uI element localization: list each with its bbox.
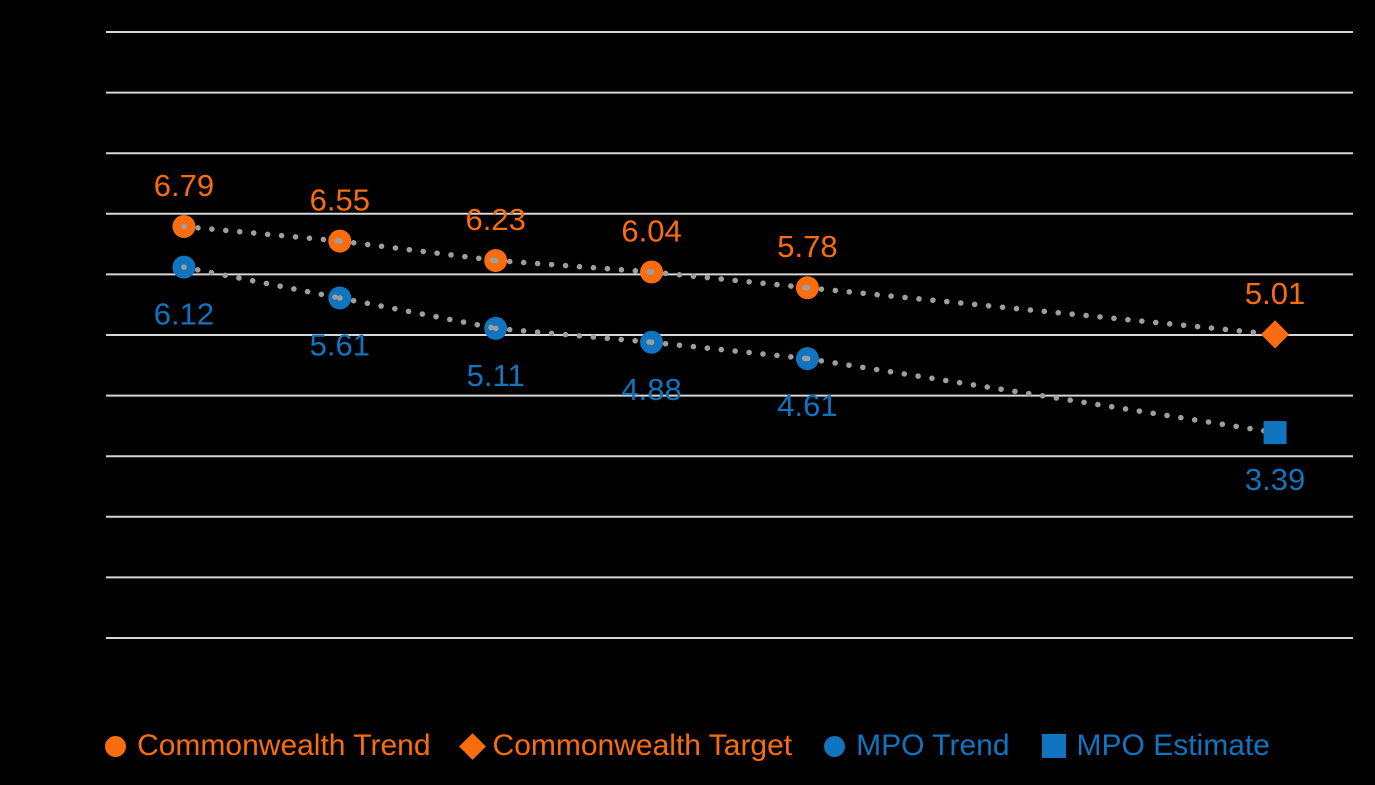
legend-label: Commonwealth Target — [492, 729, 793, 762]
legend-item-commonwealth-trend: Commonwealth Trend — [105, 727, 431, 765]
legend-label: MPO Estimate — [1076, 729, 1270, 762]
chart-legend: Commonwealth Trend Commonwealth Target MPO… — [0, 727, 1375, 765]
data-label-mpo-estimate-0: 3.39 — [1245, 462, 1305, 497]
data-point-mpo-estimate-0 — [1263, 421, 1287, 445]
data-label-mpo-trend-0: 6.12 — [154, 297, 214, 332]
data-point-commonwealth-target-0 — [1260, 320, 1290, 349]
data-label-commonwealth-target-0: 5.01 — [1245, 276, 1305, 311]
trendline-dotted — [804, 284, 1278, 338]
trendline-dotted — [181, 264, 343, 301]
square-marker-icon — [1041, 734, 1066, 758]
diamond-marker-icon — [458, 732, 486, 760]
legend-label: MPO Trend — [856, 729, 1010, 762]
trendline-dotted — [337, 295, 499, 332]
trendline-dotted — [804, 355, 1278, 436]
data-label-commonwealth-trend-3: 6.04 — [621, 213, 681, 248]
data-label-mpo-trend-4: 4.61 — [777, 388, 837, 423]
trendline-dotted — [337, 238, 499, 264]
circle-marker-icon — [824, 735, 846, 757]
data-label-commonwealth-trend-4: 5.78 — [777, 229, 837, 264]
data-label-mpo-trend-2: 5.11 — [467, 358, 525, 393]
data-label-commonwealth-trend-1: 6.55 — [310, 183, 370, 218]
legend-label: Commonwealth Trend — [137, 729, 431, 762]
circle-marker-icon — [105, 735, 127, 757]
chart-canvas: 6.79 6.55 6.23 6.04 5.78 5.01 6.12 5.61 5.11 4.88… — [106, 31, 1353, 639]
trendline-dotted — [181, 223, 343, 244]
legend-item-mpo-estimate: MPO Estimate — [1041, 727, 1270, 765]
data-label-commonwealth-trend-0: 6.79 — [154, 168, 214, 203]
data-label-mpo-trend-3: 4.88 — [621, 372, 681, 407]
legend-item-mpo-trend: MPO Trend — [824, 727, 1010, 765]
trendline-dotted — [648, 339, 811, 362]
trendline-dotted — [492, 325, 655, 346]
data-label-commonwealth-trend-2: 6.23 — [466, 202, 526, 237]
trendline-dotted — [648, 269, 811, 291]
data-label-mpo-trend-1: 5.61 — [310, 328, 370, 363]
legend-item-commonwealth-target: Commonwealth Target — [458, 727, 793, 765]
trendline-dotted — [492, 257, 655, 275]
